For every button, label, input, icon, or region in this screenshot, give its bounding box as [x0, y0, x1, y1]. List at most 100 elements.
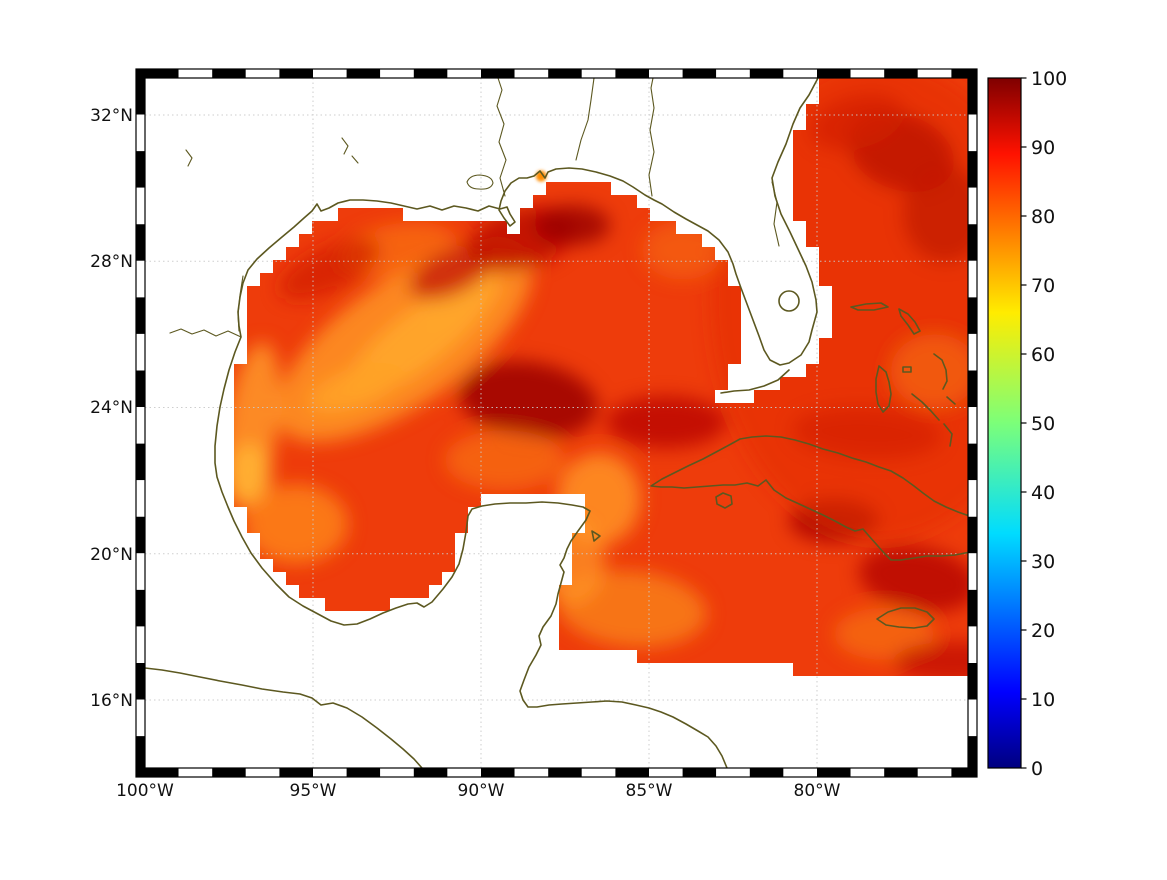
zebra-segment — [136, 663, 145, 700]
texas-lakes — [185, 137, 359, 167]
zebra-segment — [968, 663, 977, 700]
zebra-segment — [749, 69, 784, 78]
colorbar-tick-label: 30 — [1031, 551, 1055, 573]
zebra-segment — [136, 516, 145, 554]
zebra-segment — [136, 626, 145, 663]
zebra-segment — [850, 69, 885, 78]
zebra-segment — [968, 297, 977, 334]
rivers-and-lakes — [169, 78, 780, 338]
zebra-segment — [968, 151, 977, 188]
zebra-segment — [615, 768, 649, 777]
heat-feature-dark-ne-gulf — [534, 204, 611, 246]
x-tick-label: 80°W — [794, 781, 841, 801]
heat-feature-orange-bahamas — [890, 334, 968, 408]
zebra-segment — [413, 69, 448, 78]
colorbar-tick-label: 20 — [1031, 620, 1055, 642]
zebra-segment — [682, 69, 717, 78]
zebra-segment — [649, 69, 683, 78]
zebra-segment — [548, 69, 582, 78]
y-axis-labels: 32°N 28°N 24°N 20°N 16°N — [90, 106, 133, 711]
coastline-bahamas — [850, 302, 956, 447]
zebra-segment — [749, 768, 784, 777]
zebra-segment — [136, 69, 145, 78]
heat-feature-bright-west-coast-spot — [234, 442, 271, 503]
zebra-segment — [917, 768, 952, 777]
zebra-segment — [968, 260, 977, 298]
zebra-segment — [968, 187, 977, 225]
frame-outer-outline — [135, 68, 978, 778]
lake-okeechobee — [778, 290, 800, 312]
zebra-segment — [850, 768, 885, 777]
colorbar-ticks — [1021, 77, 1027, 769]
coastline-cuba — [650, 435, 968, 561]
zebra-segment — [136, 407, 145, 444]
y-tick-label: 16°N — [90, 691, 133, 711]
zebra-segment — [380, 69, 414, 78]
x-tick-label: 85°W — [626, 781, 673, 801]
zebra-segment — [817, 768, 851, 777]
y-tick-label: 28°N — [90, 252, 133, 272]
rio-grande-river — [169, 328, 242, 338]
colorbar-tick-label: 50 — [1031, 413, 1055, 435]
heatmap-soft-features — [234, 78, 968, 682]
zebra-segment — [514, 69, 549, 78]
zebra-segment — [212, 69, 246, 78]
colorbar-tick-label: 40 — [1031, 482, 1055, 504]
zebra-segment — [615, 69, 649, 78]
heat-feature-orange-bay-of-campeche — [243, 484, 348, 565]
zebra-segment — [136, 297, 145, 334]
st-johns-river — [771, 181, 780, 247]
zebra-segment — [346, 69, 381, 78]
coastline-isla-juventud — [715, 492, 733, 509]
zebra-segment — [968, 768, 977, 777]
frame-inner-outline — [144, 77, 969, 769]
zebra-segment — [716, 768, 750, 777]
zebra-segment — [968, 407, 977, 444]
heat-feature-dark-florida-straits — [606, 396, 727, 449]
zebra-segment — [447, 768, 481, 777]
zebra-segment — [968, 114, 977, 152]
coastline-florida-keys — [720, 369, 790, 394]
zebra-segment — [136, 78, 145, 115]
zebra-segment — [136, 699, 145, 737]
heat-feature-dark-bottom-east — [892, 641, 968, 682]
coastline-grand-bahama — [850, 302, 889, 311]
zebra-segment — [884, 69, 918, 78]
zebra-segment — [884, 768, 918, 777]
zebra-segment — [783, 768, 817, 777]
zebra-segment — [447, 69, 481, 78]
coastline-eleuthera — [933, 353, 948, 390]
zebra-segment — [313, 768, 347, 777]
zebra-segment — [136, 589, 145, 627]
y-tick-label: 20°N — [90, 545, 133, 565]
zebra-segment — [817, 69, 851, 78]
zebra-segment — [581, 69, 616, 78]
zebra-segment — [514, 768, 549, 777]
zebra-segment — [380, 768, 414, 777]
mississippi-river — [496, 78, 507, 197]
zebra-segment — [413, 768, 448, 777]
zebra-segment — [917, 69, 952, 78]
coastline-exuma-chain — [911, 393, 940, 421]
colorbar-tick-label: 80 — [1031, 206, 1055, 228]
coastline-cozumel — [591, 530, 601, 542]
heat-feature-orange-mid-gulf-south — [444, 430, 565, 491]
zebra-segment — [245, 768, 280, 777]
zebra-segment — [145, 768, 179, 777]
zebra-segment — [481, 69, 515, 78]
y-tick-label: 24°N — [90, 398, 133, 418]
zebra-segment — [968, 443, 977, 481]
heat-feature-atlantic-deep-red-tint — [710, 78, 968, 540]
zebra-segment — [212, 768, 246, 777]
coastline-andros — [875, 365, 892, 413]
zebra-segment — [136, 553, 145, 590]
heat-feature-warm-orange-halo — [276, 242, 532, 443]
zebra-segment — [279, 69, 313, 78]
zebra-segment — [279, 768, 313, 777]
colorbar-tick-label: 90 — [1031, 137, 1055, 159]
zebra-segment — [968, 699, 977, 737]
zebra-segment — [136, 224, 145, 261]
zebra-segment — [968, 224, 977, 261]
coastline-abaco — [898, 308, 921, 335]
